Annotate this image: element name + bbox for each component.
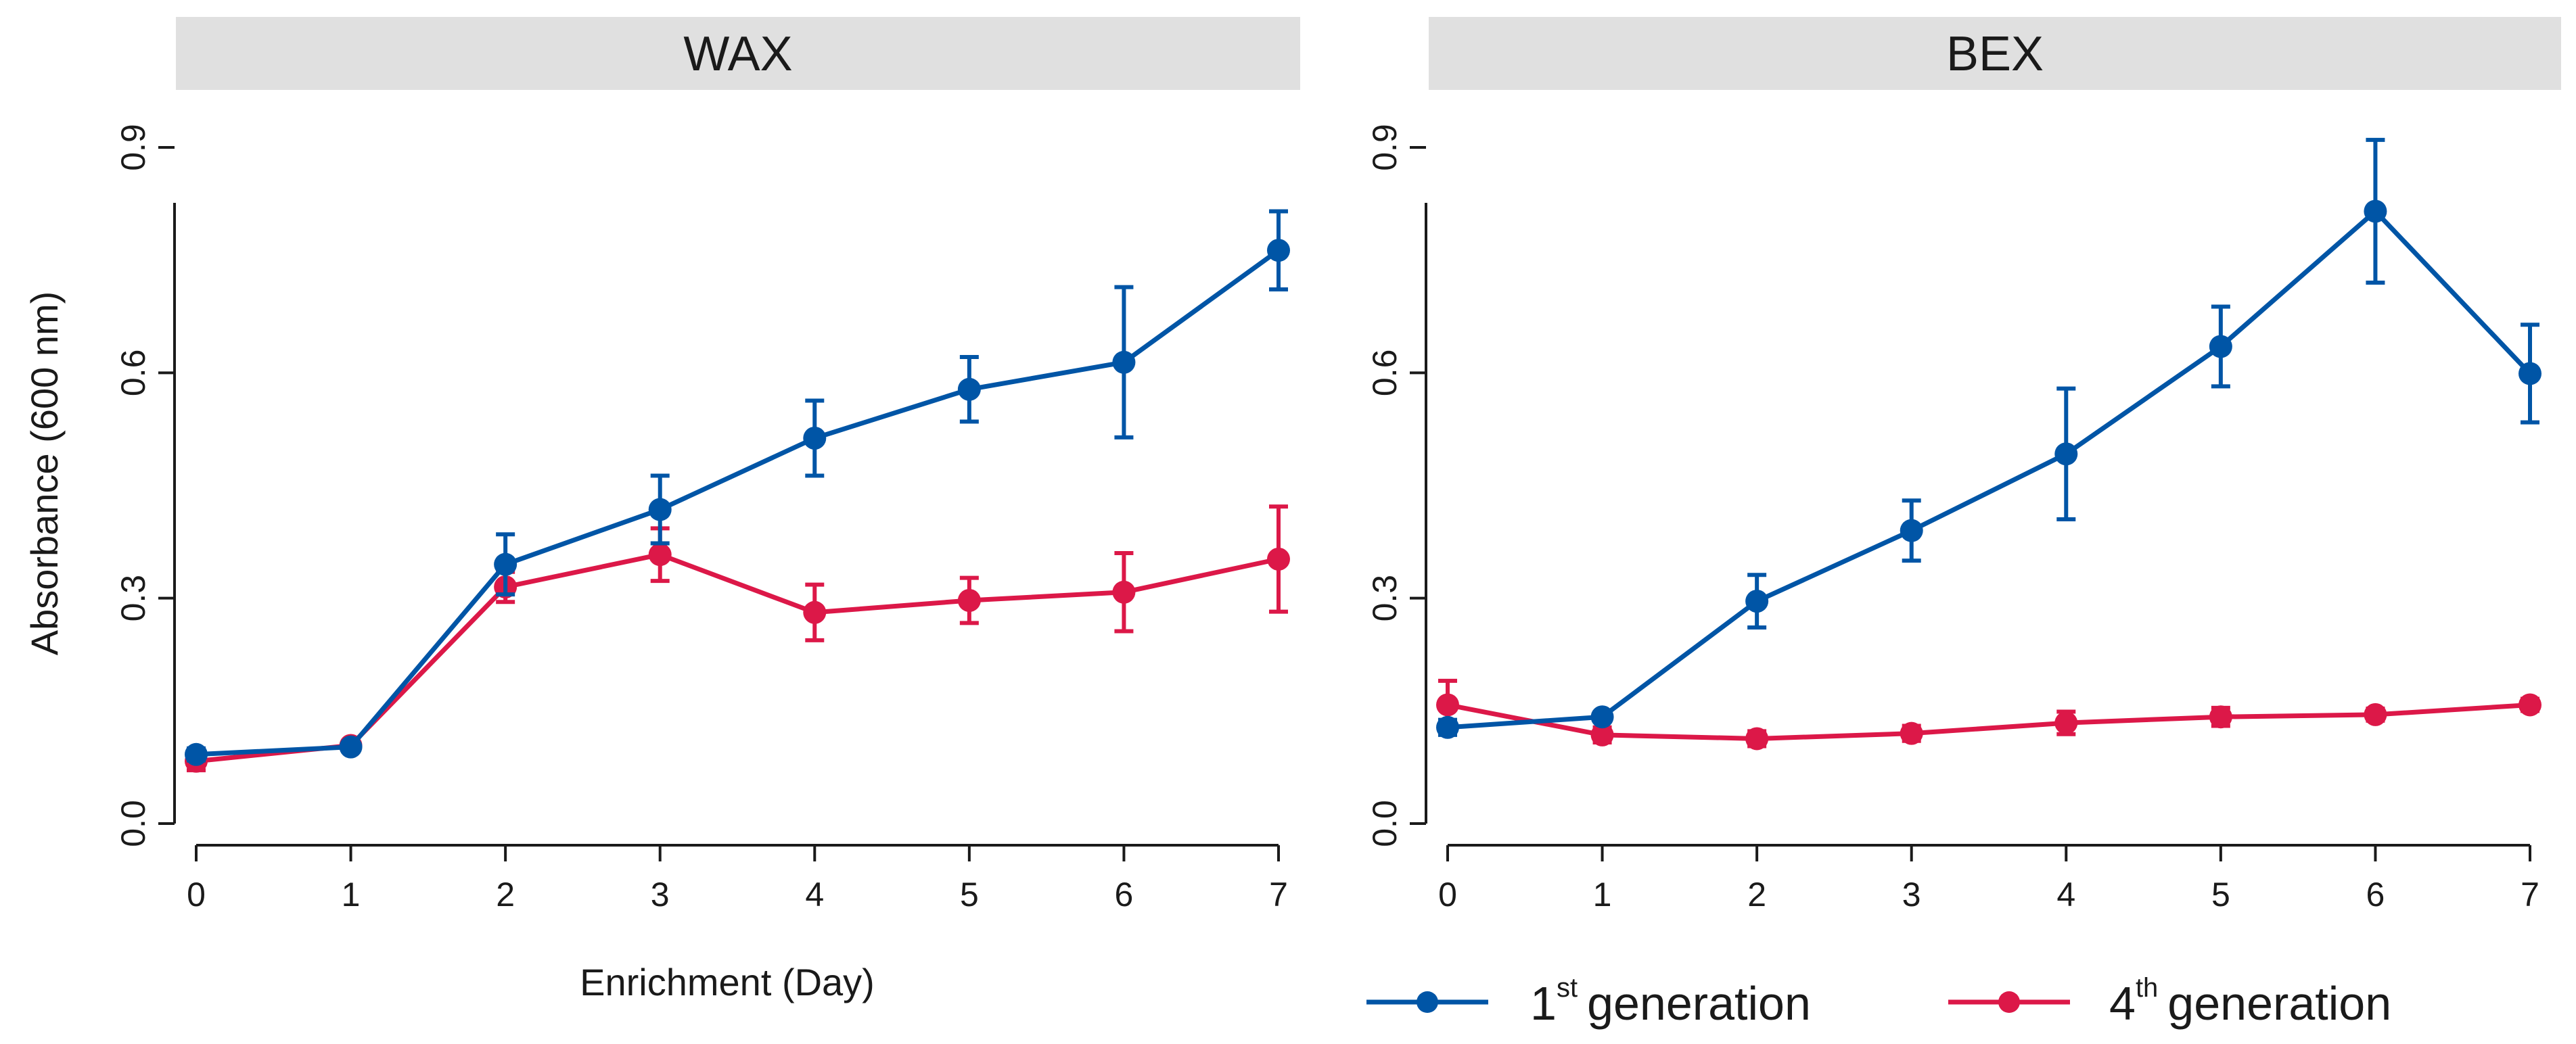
plot-bex: 0.0 0.3 0.6 0.9 0 1 2 3 4 5 6 7 bbox=[1366, 124, 2542, 914]
legend-sup-gen4: th bbox=[2136, 973, 2158, 1003]
panel-title-wax: WAX bbox=[683, 27, 792, 81]
data-point-gen1 bbox=[648, 498, 672, 521]
data-point-gen4 bbox=[2209, 705, 2232, 729]
y-tick-label: 0.3 bbox=[1366, 575, 1404, 622]
data-point-gen4 bbox=[2054, 711, 2078, 735]
x-tick-label: 3 bbox=[1902, 876, 1921, 914]
x-tick-label: 5 bbox=[960, 876, 979, 914]
series-line-gen4 bbox=[1447, 702, 2531, 741]
legend-marker-gen4 bbox=[1998, 991, 2020, 1013]
data-point-gen4 bbox=[2364, 703, 2387, 726]
strip-bex bbox=[1429, 17, 2561, 90]
panel-title-bex: BEX bbox=[1946, 27, 2044, 81]
data-point-gen4 bbox=[1590, 723, 1614, 746]
data-point-gen4 bbox=[1267, 547, 1290, 571]
legend-label-gen1: 1st generation bbox=[1530, 973, 1811, 1030]
data-point-gen1 bbox=[185, 742, 208, 766]
data-point-gen1 bbox=[1590, 705, 1614, 729]
legend-sup-gen1: st bbox=[1557, 973, 1578, 1003]
y-tick-label: 0.9 bbox=[1366, 124, 1404, 171]
data-point-gen4 bbox=[1900, 721, 1923, 745]
y-tick-label: 0.0 bbox=[114, 800, 152, 847]
legend-label-gen4: 4th generation bbox=[2109, 973, 2391, 1030]
x-tick-label: 2 bbox=[1747, 876, 1766, 914]
legend-item-gen1: 1st generation bbox=[1366, 973, 1811, 1030]
y-tick-label: 0.6 bbox=[114, 350, 152, 397]
data-point-gen1 bbox=[2209, 335, 2232, 358]
y-axis-label: Absorbance (600 nm) bbox=[23, 291, 66, 656]
x-tick-label: 7 bbox=[2521, 876, 2539, 914]
data-point-gen1 bbox=[1112, 350, 1136, 374]
data-point-gen1 bbox=[2518, 362, 2542, 385]
legend-item-gen4: 4th generation bbox=[1948, 973, 2391, 1030]
legend-number-gen1: 1 bbox=[1530, 977, 1557, 1030]
data-point-gen1 bbox=[2054, 442, 2078, 466]
panel-wax: WAX 0.0 0.3 0.6 0.9 0 1 2 3 4 5 6 7 Absorbance (600… bbox=[23, 17, 1300, 1003]
x-tick-label: 7 bbox=[1269, 876, 1288, 914]
y-tick-label: 0.6 bbox=[1366, 350, 1404, 397]
data-point-gen4 bbox=[957, 589, 981, 612]
legend-number-gen4: 4 bbox=[2109, 977, 2136, 1030]
data-point-gen1 bbox=[1900, 519, 1923, 542]
series-line-gen1 bbox=[196, 248, 1281, 757]
x-tick-label: 2 bbox=[496, 876, 515, 914]
data-point-gen1 bbox=[1436, 715, 1459, 739]
data-point-gen4 bbox=[2518, 693, 2542, 717]
data-point-gen4 bbox=[648, 543, 672, 567]
y-tick-label: 0.0 bbox=[1366, 800, 1404, 847]
x-tick-label: 4 bbox=[2056, 876, 2075, 914]
x-tick-label: 1 bbox=[342, 876, 361, 914]
y-tick-label: 0.9 bbox=[114, 124, 152, 171]
data-point-gen4 bbox=[803, 600, 827, 624]
data-point-gen4 bbox=[1745, 727, 1769, 751]
data-point-gen1 bbox=[1267, 239, 1290, 262]
series-line-gen1 bbox=[1447, 208, 2532, 730]
x-tick-label: 6 bbox=[1115, 876, 1134, 914]
x-tick-label: 5 bbox=[2211, 876, 2230, 914]
data-point-gen1 bbox=[803, 427, 827, 450]
x-tick-label: 6 bbox=[2366, 876, 2385, 914]
data-point-gen1 bbox=[339, 735, 363, 759]
x-tick-label: 4 bbox=[805, 876, 824, 914]
legend: 1st generation 4th generation bbox=[1366, 973, 2391, 1030]
x-tick-label: 0 bbox=[1438, 876, 1457, 914]
x-tick-label: 0 bbox=[187, 876, 206, 914]
strip-wax bbox=[176, 17, 1300, 90]
legend-marker-gen1 bbox=[1417, 991, 1438, 1013]
x-tick-label: 1 bbox=[1593, 876, 1612, 914]
y-tick-label: 0.3 bbox=[114, 575, 152, 622]
data-point-gen4 bbox=[1112, 580, 1136, 604]
data-point-gen1 bbox=[957, 377, 981, 401]
legend-text-gen1: generation bbox=[1587, 977, 1811, 1030]
data-point-gen1 bbox=[2364, 199, 2387, 223]
legend-text-gen4: generation bbox=[2167, 977, 2391, 1030]
data-point-gen1 bbox=[494, 552, 518, 576]
x-tick-label: 3 bbox=[651, 876, 670, 914]
panel-bex: BEX 0.0 0.3 0.6 0.9 0 1 2 3 4 5 6 7 bbox=[1366, 17, 2561, 914]
x-axis-label: Enrichment (Day) bbox=[580, 961, 875, 1003]
data-point-gen1 bbox=[1745, 590, 1769, 613]
data-point-gen4 bbox=[1436, 693, 1459, 717]
plot-wax: 0.0 0.3 0.6 0.9 0 1 2 3 4 5 6 7 bbox=[114, 124, 1290, 914]
